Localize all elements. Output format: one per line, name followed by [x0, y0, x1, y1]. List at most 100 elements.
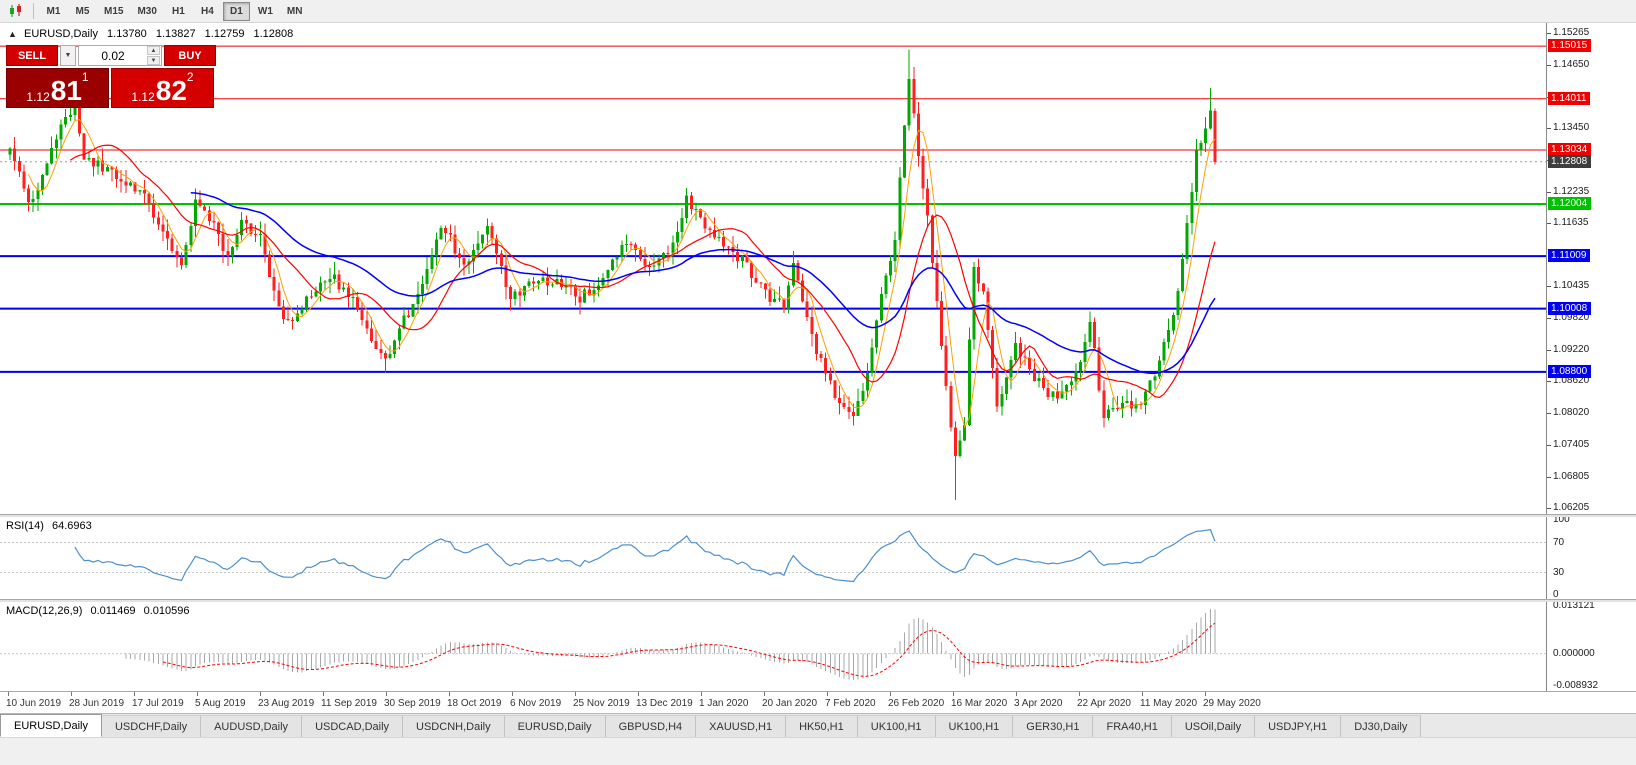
- volume-dropdown-button[interactable]: ▼: [60, 45, 76, 66]
- chart-tab[interactable]: GBPUSD,H4: [605, 715, 697, 737]
- price-axis-label: 1.07405: [1553, 439, 1590, 450]
- rsi-canvas[interactable]: [0, 517, 1546, 599]
- level-price-label: 1.13034: [1548, 143, 1592, 156]
- sell-price-box[interactable]: 1.12 81 1: [6, 68, 109, 108]
- macd-histogram: [125, 609, 1216, 681]
- timeframe-button-m5[interactable]: M5: [75, 5, 90, 17]
- timeframe-button-w1[interactable]: W1: [257, 5, 273, 17]
- chart-tab[interactable]: UK100,H1: [857, 715, 936, 737]
- date-axis-tick: [71, 692, 72, 696]
- chart-tab[interactable]: USDCAD,Daily: [302, 715, 404, 737]
- price-axis-tick: [1547, 65, 1551, 66]
- date-label: 11 May 2020: [1140, 698, 1198, 709]
- collapse-arrow-icon[interactable]: ▲: [8, 29, 17, 39]
- timeframe-button-mn[interactable]: MN: [286, 5, 303, 17]
- price-axis-tick: [1547, 318, 1551, 319]
- chart-tab[interactable]: GER30,H1: [1013, 715, 1094, 737]
- chart-tab[interactable]: USDCNH,Daily: [403, 715, 505, 737]
- buy-button[interactable]: BUY: [164, 45, 216, 66]
- date-axis-tick: [8, 692, 9, 696]
- chart-tab[interactable]: AUDUSD,Daily: [201, 715, 303, 737]
- timeframe-button-m1[interactable]: M1: [46, 5, 61, 17]
- rsi-axis-label: 30: [1553, 567, 1565, 578]
- price-axis-tick: [1547, 508, 1551, 509]
- date-label: 1 Jan 2020: [699, 698, 749, 709]
- price-axis-label: 1.08020: [1553, 407, 1590, 418]
- bar-close-value: 1.12808: [253, 28, 294, 40]
- chart-tab[interactable]: EURUSD,Daily: [0, 714, 102, 737]
- timeframe-button-m30[interactable]: M30: [137, 5, 157, 17]
- price-axis-tick: [1547, 33, 1551, 34]
- macd-axis-label: -0.008932: [1553, 680, 1599, 691]
- date-axis[interactable]: 10 Jun 2019 28 Jun 2019 17 Jul 2019 5 Aug 2…: [0, 691, 1636, 713]
- price-axis-label: 1.12235: [1553, 186, 1590, 197]
- candlesticks-layer: [8, 49, 1217, 500]
- timeframe-button-h4[interactable]: H4: [201, 5, 214, 17]
- timeframe-button-m15[interactable]: M15: [104, 5, 124, 17]
- price-axis-label: 1.15265: [1553, 27, 1590, 38]
- rsi-axis-label: 70: [1553, 537, 1565, 548]
- macd-signal-line: [162, 622, 1216, 677]
- macd-axis-label: 0.000000: [1553, 648, 1595, 659]
- chart-tab[interactable]: UK100,H1: [935, 715, 1014, 737]
- candlestick-chart-icon-button[interactable]: [4, 1, 28, 21]
- date-axis-tick: [323, 692, 324, 696]
- one-click-trading-panel: SELL ▼ ▲ ▼ BUY 1.12 81 1 1.12 82 2: [6, 45, 216, 108]
- chart-tab[interactable]: USOil,Daily: [1171, 715, 1256, 737]
- timeframe-button-d1[interactable]: D1: [222, 1, 250, 21]
- price-axis-label: 1.14650: [1553, 59, 1590, 70]
- price-axis-tick: [1547, 192, 1551, 193]
- price-axis-label: 1.06205: [1553, 502, 1590, 513]
- price-axis-tick: [1547, 286, 1551, 287]
- date-label: 5 Aug 2019: [195, 698, 246, 709]
- chart-tab[interactable]: USDJPY,H1: [1255, 715, 1342, 737]
- date-label: 7 Feb 2020: [825, 698, 876, 709]
- bid-big-digits: 81: [50, 75, 82, 106]
- price-axis-tick: [1547, 445, 1551, 446]
- macd-indicator-panel: MACD(12,26,9) 0.011469 0.010596: [0, 602, 1546, 691]
- price-axis-label: 1.09220: [1553, 344, 1590, 355]
- ask-prefix: 1.12: [131, 90, 155, 104]
- bid-prefix: 1.12: [26, 90, 50, 104]
- rsi-title: RSI(14) 64.6963: [6, 520, 97, 532]
- date-label: 3 Apr 2020: [1014, 698, 1063, 709]
- main-chart-canvas[interactable]: [0, 23, 1546, 514]
- ask-pipette: 2: [186, 70, 194, 84]
- date-label: 25 Nov 2019: [573, 698, 630, 709]
- date-label: 11 Sep 2019: [321, 698, 377, 709]
- sell-button[interactable]: SELL: [6, 45, 58, 66]
- date-axis-tick: [197, 692, 198, 696]
- level-price-label: 1.08800: [1548, 365, 1592, 378]
- price-axis[interactable]: 1.152651.146501.140351.134501.128351.122…: [1546, 23, 1636, 691]
- rsi-axis-label: 0: [1553, 589, 1559, 600]
- price-axis-tick: [1547, 128, 1551, 129]
- date-axis-tick: [1142, 692, 1143, 696]
- timeframe-buttons-group: M1 M5 M15 M30 H1 H4 D1 W1 MN: [39, 1, 309, 21]
- chart-tab[interactable]: EURUSD,Daily: [504, 715, 606, 737]
- volume-input[interactable]: [79, 46, 147, 65]
- date-axis-tick: [512, 692, 513, 696]
- chart-tab[interactable]: HK50,H1: [786, 715, 858, 737]
- date-label: 26 Feb 2020: [888, 698, 945, 709]
- date-axis-tick: [1079, 692, 1080, 696]
- chart-tab[interactable]: USDCHF,Daily: [101, 715, 202, 737]
- candlestick-chart-icon: [9, 4, 21, 17]
- date-axis-tick: [953, 692, 954, 696]
- level-price-label: 1.15015: [1548, 39, 1592, 52]
- chart-tab[interactable]: XAUUSD,H1: [696, 715, 787, 737]
- date-axis-tick: [827, 692, 828, 696]
- chart-tab[interactable]: FRA40,H1: [1093, 715, 1172, 737]
- timeframe-button-h1[interactable]: H1: [172, 5, 185, 17]
- bar-high-value: 1.13827: [155, 28, 196, 40]
- volume-stepper-down[interactable]: ▼: [147, 56, 160, 65]
- date-label: 16 Mar 2020: [951, 698, 1008, 709]
- date-label: 22 Apr 2020: [1077, 698, 1131, 709]
- chart-symbol-label: EURUSD,Daily: [23, 28, 98, 40]
- panel-splitter[interactable]: [0, 514, 1636, 517]
- macd-canvas[interactable]: [0, 602, 1546, 691]
- buy-price-box[interactable]: 1.12 82 2: [111, 68, 214, 108]
- volume-stepper-up[interactable]: ▲: [147, 46, 160, 55]
- panel-splitter[interactable]: [0, 599, 1636, 602]
- chart-tab[interactable]: DJ30,Daily: [1341, 715, 1422, 737]
